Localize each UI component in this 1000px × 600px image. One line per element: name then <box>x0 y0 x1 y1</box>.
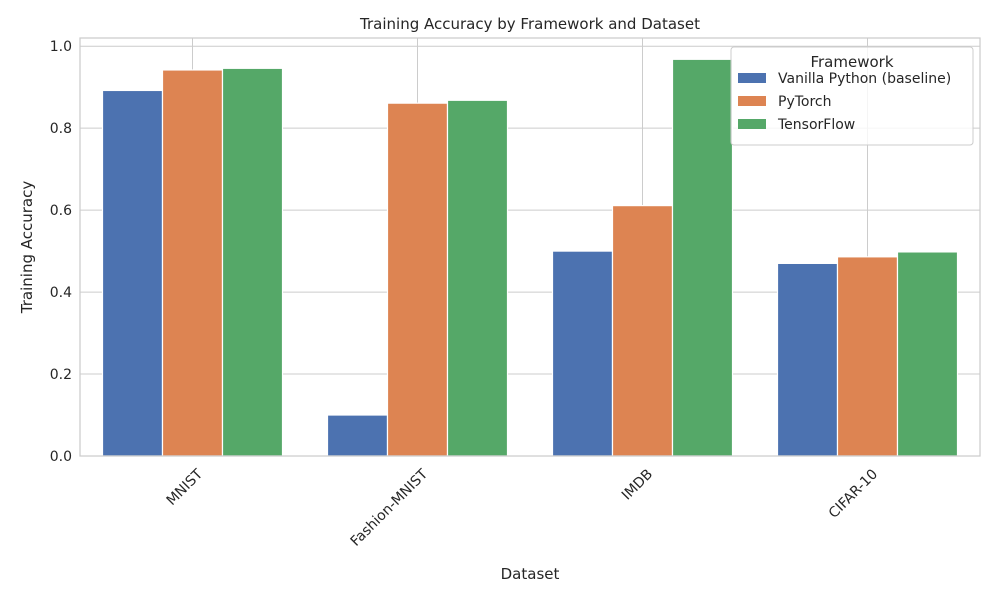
bar-tensorflow-mnist <box>221 67 284 457</box>
legend-label: TensorFlow <box>777 117 855 133</box>
legend-title: Framework <box>810 53 893 71</box>
legend-swatch <box>738 119 766 129</box>
bar-pytorch-cifar-10 <box>836 256 899 457</box>
x-axis-label: Dataset <box>501 565 560 583</box>
y-tick-label: 0.0 <box>50 449 72 465</box>
bar-vanilla-python-baseline-cifar-10 <box>776 262 839 457</box>
legend-label: Vanilla Python (baseline) <box>778 71 951 87</box>
x-tick-label: Fashion-MNIST <box>348 466 432 550</box>
bar-vanilla-python-baseline-fashion-mnist <box>326 414 389 457</box>
bar-pytorch-fashion-mnist <box>386 102 449 457</box>
bar-tensorflow-imdb <box>671 58 734 457</box>
legend-label: PyTorch <box>778 94 831 110</box>
y-tick-label: 0.8 <box>50 121 72 137</box>
x-tick-label: IMDB <box>619 466 656 503</box>
legend: Framework Vanilla Python (baseline) PyTor… <box>730 46 974 146</box>
y-tick-label: 1.0 <box>50 39 72 55</box>
y-axis-label: Training Accuracy <box>18 181 36 315</box>
bar-vanilla-python-baseline-mnist <box>101 89 164 457</box>
y-axis: 0.0 0.2 0.4 0.6 0.8 1.0 <box>50 39 72 465</box>
bar-tensorflow-fashion-mnist <box>446 99 509 457</box>
y-tick-label: 0.2 <box>50 367 72 383</box>
legend-frame <box>730 46 974 146</box>
legend-swatch <box>738 73 766 83</box>
bar-tensorflow-cifar-10 <box>896 251 959 457</box>
y-tick-label: 0.4 <box>50 285 72 301</box>
x-tick-label: CIFAR-10 <box>826 466 881 521</box>
bars <box>101 58 959 457</box>
bar-pytorch-mnist <box>161 69 224 457</box>
plot-frame <box>79 37 981 457</box>
chart-title: Training Accuracy by Framework and Datas… <box>359 15 700 33</box>
y-tick-label: 0.6 <box>50 203 72 219</box>
bar-pytorch-imdb <box>611 205 674 457</box>
legend-items: Vanilla Python (baseline) PyTorch TensorFl… <box>738 71 951 133</box>
x-axis: MNIST Fashion-MNIST IMDB CIFAR-10 <box>164 466 882 550</box>
legend-swatch <box>738 96 766 106</box>
x-tick-label: MNIST <box>164 466 207 509</box>
bar-vanilla-python-baseline-imdb <box>551 250 614 457</box>
